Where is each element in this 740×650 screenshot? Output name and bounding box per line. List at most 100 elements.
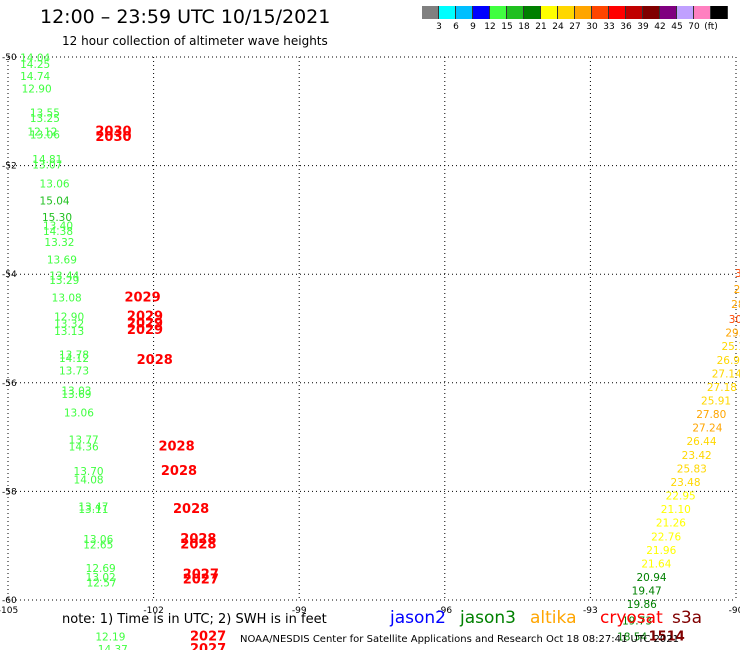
wave-height-label: 23.48 <box>670 477 700 489</box>
color-scale-swatch <box>490 6 507 19</box>
longitude-tick-label: -102 <box>143 606 163 616</box>
time-label: 2029 <box>127 316 163 331</box>
color-scale-label: 33 <box>603 22 615 32</box>
wave-height-label: 19.73 <box>622 615 652 627</box>
wave-height-label: 13.70 <box>74 466 104 478</box>
wave-height-label: 13.73 <box>59 366 89 378</box>
wave-height-label: 13.55 <box>30 108 60 120</box>
longitude-tick-label: -90 <box>729 606 740 616</box>
color-scale-label: 12 <box>484 22 496 32</box>
color-scale-swatch <box>677 6 694 19</box>
latitude-tick-label: -58 <box>2 487 17 497</box>
color-scale-label: 27 <box>569 22 581 32</box>
wave-height-label: 14.38 <box>43 226 73 238</box>
wave-height-label: 19.47 <box>632 586 662 598</box>
wave-height-label: 13.78 <box>59 349 89 361</box>
wave-height-label: 22.95 <box>666 491 696 503</box>
color-scale-swatch <box>609 6 626 19</box>
time-label: 2027 <box>190 642 226 650</box>
wave-height-label: 12.65 <box>83 539 113 551</box>
wave-height-label: 13.69 <box>47 254 77 266</box>
time-label: 2029 <box>127 323 163 338</box>
wave-height-label: 12.69 <box>86 563 116 575</box>
wave-height-label: 14.04 <box>20 52 50 64</box>
longitude-tick-label: -93 <box>583 606 598 616</box>
legend-altika: altika <box>530 608 577 628</box>
wave-height-label: 26.44 <box>686 436 716 448</box>
wave-height-label: 35.00 <box>735 268 740 280</box>
time-label: 2028 <box>137 353 173 368</box>
time-label: 2028 <box>180 537 216 552</box>
wave-height-label: 15.30 <box>42 212 72 224</box>
latitude-tick-label: -60 <box>2 596 17 606</box>
color-scale-label: 9 <box>470 22 476 32</box>
color-scale-label: 42 <box>654 22 666 32</box>
wave-height-label: 25.91 <box>701 396 731 408</box>
color-scale-swatch <box>507 6 524 19</box>
map-title: 12:00 – 23:59 UTC 10/15/2021 <box>40 6 331 28</box>
wave-height-label: 12.12 <box>27 127 57 139</box>
wave-height-label: 12.90 <box>22 83 52 95</box>
wave-height-label: 12.57 <box>87 577 117 589</box>
color-scale-swatch <box>439 6 456 19</box>
wave-height-label: 13.47 <box>78 501 108 513</box>
color-scale-label: 21 <box>535 22 547 32</box>
wave-height-label: 12.19 <box>95 632 125 644</box>
wave-height-label: 27.24 <box>692 423 722 435</box>
wave-height-label: 14.25 <box>20 59 50 71</box>
wave-height-label: 29.99 <box>725 328 740 340</box>
wave-height-label: 26.92 <box>717 355 740 367</box>
color-scale-swatch <box>711 6 728 19</box>
color-scale-swatch <box>524 6 541 19</box>
wave-height-label: 13.77 <box>69 435 99 447</box>
axis-tick-labels: -105 -102 -99 -96 -93 -90 -50 -52 -54 -56 -58 -60 <box>0 53 740 616</box>
time-label: 2027 <box>183 567 219 582</box>
legend-cryosat: cryosat <box>600 608 663 628</box>
latitude-tick-label: -50 <box>2 53 17 63</box>
wave-height-label: 13.13 <box>54 326 84 338</box>
wave-height-label: 21.64 <box>641 558 671 570</box>
wave-height-label: 25.10 <box>721 341 740 353</box>
longitude-tick-label: -99 <box>292 606 307 616</box>
wave-height-label: 18.54 <box>617 632 647 644</box>
wave-height-label: 21.26 <box>656 518 686 530</box>
legend-jason2: jason2 <box>390 608 446 628</box>
legend-s3a: s3a <box>672 608 703 628</box>
color-scale-label: (ft) <box>704 22 718 32</box>
wave-height-label: 13.07 <box>32 159 62 171</box>
wave-height-label: 29.00 <box>734 284 740 296</box>
wave-height-label: 13.69 <box>61 389 91 401</box>
wave-height-label: 14.37 <box>98 644 128 650</box>
color-scale-label: 36 <box>620 22 632 32</box>
wave-height-label: 25.83 <box>677 463 707 475</box>
time-label: 2028 <box>180 532 216 547</box>
time-label: 2029 <box>124 290 160 305</box>
map-gridlines <box>7 56 737 601</box>
time-label: 1514 <box>649 630 685 645</box>
wave-height-label: 14.36 <box>69 442 99 454</box>
wave-height-label: 13.02 <box>86 572 116 584</box>
latitude-tick-label: -54 <box>2 270 17 280</box>
wave-height-label: 14.74 <box>20 71 50 83</box>
color-scale-swatch <box>575 6 592 19</box>
color-scale-label: 24 <box>552 22 564 32</box>
wave-height-label: 14.12 <box>59 353 89 365</box>
color-scale-label: 18 <box>518 22 530 32</box>
wave-height-label: 13.25 <box>30 113 60 125</box>
wave-height-label: 13.32 <box>44 237 74 249</box>
wave-height-label: 13.08 <box>52 292 82 304</box>
color-scale-label: 70 <box>688 22 700 32</box>
time-label: 2029 <box>127 309 163 324</box>
wave-height-label: 20.94 <box>637 572 667 584</box>
color-scale-label: 30 <box>586 22 598 32</box>
wave-height-label: 19.86 <box>627 599 657 611</box>
units-note: note: 1) Time is in UTC; 2) SWH is in fe… <box>62 612 327 627</box>
map-subtitle: 12 hour collection of altimeter wave hei… <box>62 34 328 48</box>
time-label: 2028 <box>173 502 209 517</box>
wave-height-label: 23.42 <box>682 450 712 462</box>
wave-height-labels: 14.0414.2514.7412.9013.5513.2512.1213.06… <box>20 52 740 650</box>
wave-height-label: 28.70 <box>731 299 740 311</box>
color-scale-label: 39 <box>637 22 649 32</box>
color-scale-swatch <box>592 6 609 19</box>
